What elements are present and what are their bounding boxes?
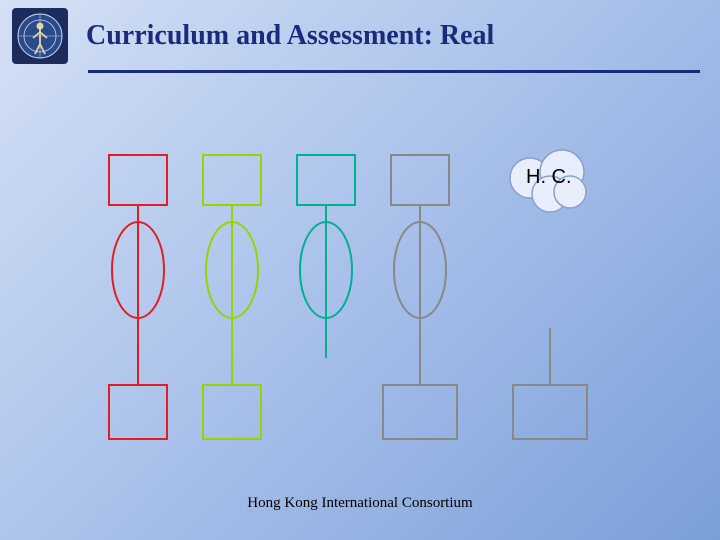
top-box-c1 [109, 155, 167, 205]
logo-icon [12, 8, 68, 64]
diagram-canvas [0, 100, 720, 480]
header-divider [88, 70, 700, 73]
header: Curriculum and Assessment: Real [0, 0, 720, 64]
bottom-box-c1 [109, 385, 167, 439]
bottom-box-c5 [513, 385, 587, 439]
top-box-c4 [391, 155, 449, 205]
top-box-c2 [203, 155, 261, 205]
page-title: Curriculum and Assessment: Real [86, 20, 494, 52]
top-box-c3 [297, 155, 355, 205]
footer-text: Hong Kong International Consortium [0, 495, 720, 512]
bottom-box-c4 [383, 385, 457, 439]
bottom-box-c2 [203, 385, 261, 439]
hc-label: H. C. [526, 166, 572, 189]
